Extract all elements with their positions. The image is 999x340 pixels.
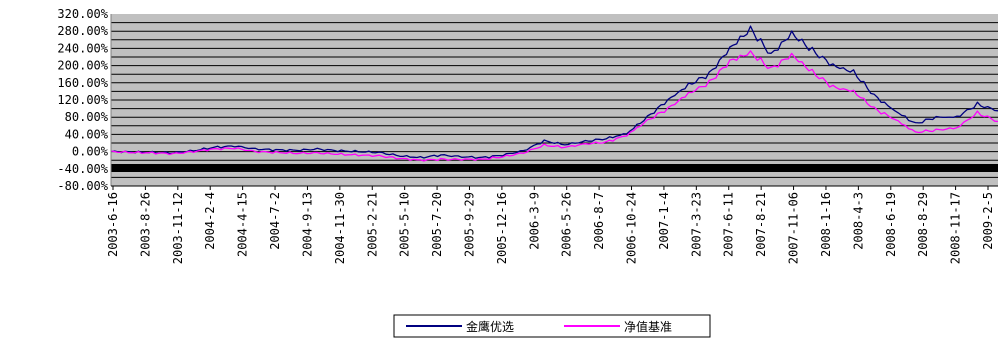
x-tick-label: 2004-11-30	[333, 192, 347, 264]
x-tick-label: 2003-8-26	[138, 192, 152, 257]
y-tick-label: 200.00%	[57, 59, 108, 73]
y-tick-label: 320.00%	[57, 7, 108, 21]
x-tick-label: 2004-4-15	[236, 192, 250, 257]
legend-label-series-1: 金鹰优选	[466, 319, 514, 334]
x-tick-label: 2004-9-13	[300, 192, 314, 257]
x-tick-label: 2008-6-19	[884, 192, 898, 257]
x-tick-label: 2005-5-10	[398, 192, 412, 257]
x-tick-label: 2003-11-12	[171, 192, 185, 264]
x-tick-label: 2008-4-3	[851, 192, 865, 250]
y-tick-label: -80.00%	[57, 179, 108, 193]
y-tick-label: -40.00%	[57, 162, 108, 176]
x-tick-label: 2005-12-16	[495, 192, 509, 264]
y-tick-label: 120.00%	[57, 93, 108, 107]
x-tick-label: 2003-6-16	[106, 192, 120, 257]
y-tick-label: 280.00%	[57, 24, 108, 38]
x-tick-label: 2005-2-21	[365, 192, 379, 257]
x-tick-label: 2008-1-16	[819, 192, 833, 257]
x-tick-label: 2006-3-9	[527, 192, 541, 250]
x-tick-label: 2005-7-20	[430, 192, 444, 257]
x-tick-label: 2007-8-21	[754, 192, 768, 257]
legend-label-series-2: 净值基准	[624, 319, 672, 334]
x-tick-label: 2007-6-11	[722, 192, 736, 257]
y-tick-label: 240.00%	[57, 41, 108, 55]
legend-box	[393, 314, 711, 338]
x-tick-label: 2006-5-26	[560, 192, 574, 257]
y-tick-label: 0.00%	[72, 145, 109, 159]
series-line-1	[110, 25, 999, 159]
x-tick-label: 2004-7-2	[268, 192, 282, 250]
x-tick-label: 2006-8-7	[592, 192, 606, 250]
black-band	[111, 164, 998, 172]
x-tick-label: 2007-1-4	[657, 192, 671, 250]
y-tick-label: 160.00%	[57, 76, 108, 90]
x-tick-label: 2009-2-5	[981, 192, 995, 250]
legend: 金鹰优选 净值基准	[393, 314, 711, 338]
x-tick-label: 2008-8-29	[916, 192, 930, 257]
y-tick-label: 40.00%	[65, 127, 109, 141]
y-tick-label: 80.00%	[65, 110, 109, 124]
x-tick-label: 2006-10-24	[625, 192, 639, 264]
x-tick-label: 2007-11-06	[787, 192, 801, 264]
x-tick-label: 2005-9-29	[462, 192, 476, 257]
x-tick-label: 2008-11-17	[949, 192, 963, 264]
series-line-2	[110, 50, 999, 162]
x-tick-label: 2004-2-4	[203, 192, 217, 250]
x-tick-label: 2007-3-23	[689, 192, 703, 257]
